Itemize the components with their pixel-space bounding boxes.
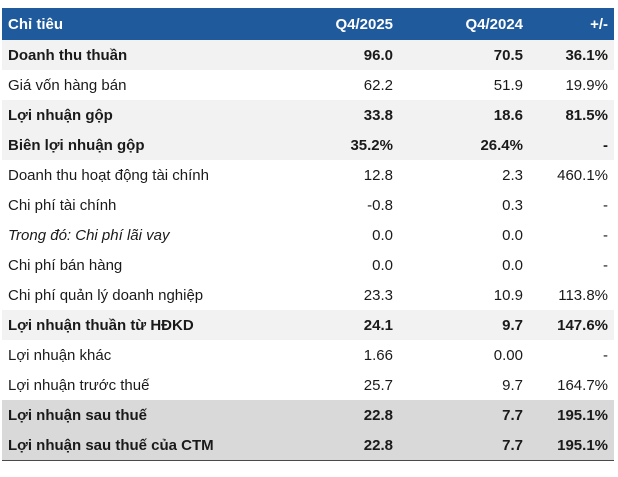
row-label: Lợi nhuận trước thuế [8, 376, 150, 394]
row-label: Trong đó: Chi phí lãi vay [8, 226, 170, 244]
table-row: Doanh thu hoạt động tài chính 12.8 2.3 4… [2, 160, 614, 190]
row-q4-2024: 51.9 [493, 76, 523, 94]
row-q4-2024: 0.0 [502, 256, 523, 274]
table-row: Lợi nhuận khác 1.66 0.00 - [2, 340, 614, 370]
header-row: Chỉ tiêu Q4/2025 Q4/2024 +/- [2, 8, 614, 40]
row-change: 147.6% [557, 316, 608, 334]
row-q4-2024: 7.7 [502, 406, 523, 424]
financial-results-table: Chỉ tiêu Q4/2025 Q4/2024 +/- Doanh thu t… [2, 8, 614, 460]
row-q4-2024: 18.6 [493, 106, 523, 124]
row-change: 460.1% [557, 166, 608, 184]
row-change: 195.1% [557, 436, 608, 454]
row-q4-2025: 96.0 [363, 46, 393, 64]
row-label: Lợi nhuận sau thuế [8, 406, 147, 424]
table-row: Biên lợi nhuận gộp 35.2% 26.4% - [2, 130, 614, 160]
table-body: Doanh thu thuần 96.0 70.5 36.1% Giá vốn … [2, 40, 614, 460]
row-label: Doanh thu hoạt động tài chính [8, 166, 209, 184]
header-q4-2025: Q4/2025 [335, 15, 393, 33]
row-change: 164.7% [557, 376, 608, 394]
row-q4-2024: 10.9 [493, 286, 523, 304]
table-row: Lợi nhuận thuần từ HĐKD 24.1 9.7 147.6% [2, 310, 614, 340]
financial-table-container: Chỉ tiêu Q4/2025 Q4/2024 +/- Doanh thu t… [2, 8, 614, 461]
row-q4-2025: 22.8 [363, 406, 393, 424]
row-label: Giá vốn hàng bán [8, 76, 127, 94]
table-bottom-border [2, 460, 614, 461]
row-q4-2025: 0.0 [372, 256, 393, 274]
row-q4-2025: 33.8 [363, 106, 393, 124]
table-row: Chi phí quản lý doanh nghiệp 23.3 10.9 1… [2, 280, 614, 310]
row-change: - [603, 136, 608, 154]
row-label: Chi phí tài chính [8, 196, 117, 214]
row-change: - [603, 346, 608, 364]
row-q4-2025: 62.2 [363, 76, 393, 94]
header-q4-2024: Q4/2024 [465, 15, 523, 33]
table-row: Chi phí tài chính -0.8 0.3 - [2, 190, 614, 220]
row-q4-2024: 9.7 [502, 376, 523, 394]
table-row: Lợi nhuận gộp 33.8 18.6 81.5% [2, 100, 614, 130]
table-row: Lợi nhuận sau thuế của CTM 22.8 7.7 195.… [2, 430, 614, 460]
row-q4-2024: 26.4% [480, 136, 523, 154]
row-q4-2024: 9.7 [502, 316, 523, 334]
row-label: Lợi nhuận khác [8, 346, 112, 364]
row-q4-2024: 0.00 [493, 346, 523, 364]
row-q4-2025: 1.66 [363, 346, 393, 364]
table-row: Doanh thu thuần 96.0 70.5 36.1% [2, 40, 614, 70]
table-row: Chi phí bán hàng 0.0 0.0 - [2, 250, 614, 280]
row-label: Doanh thu thuần [8, 46, 128, 64]
row-q4-2024: 0.3 [502, 196, 523, 214]
row-label: Lợi nhuận thuần từ HĐKD [8, 316, 194, 334]
header-change: +/- [590, 15, 608, 33]
row-q4-2024: 70.5 [493, 46, 523, 64]
row-q4-2025: 0.0 [372, 226, 393, 244]
row-q4-2025: 23.3 [363, 286, 393, 304]
row-change: 36.1% [565, 46, 608, 64]
row-label: Chi phí bán hàng [8, 256, 123, 274]
row-change: - [603, 226, 608, 244]
row-q4-2025: 25.7 [363, 376, 393, 394]
table-row: Giá vốn hàng bán 62.2 51.9 19.9% [2, 70, 614, 100]
row-label: Lợi nhuận sau thuế của CTM [8, 436, 214, 454]
row-q4-2025: 24.1 [363, 316, 393, 334]
row-label: Chi phí quản lý doanh nghiệp [8, 286, 204, 304]
row-change: 195.1% [557, 406, 608, 424]
row-change: - [603, 196, 608, 214]
table-row: Lợi nhuận trước thuế 25.7 9.7 164.7% [2, 370, 614, 400]
row-q4-2024: 2.3 [502, 166, 523, 184]
row-label: Biên lợi nhuận gộp [8, 136, 145, 154]
row-q4-2024: 0.0 [502, 226, 523, 244]
row-q4-2025: 35.2% [350, 136, 393, 154]
row-change: 19.9% [565, 76, 608, 94]
table-row: Trong đó: Chi phí lãi vay 0.0 0.0 - [2, 220, 614, 250]
row-q4-2025: 22.8 [363, 436, 393, 454]
row-change: 81.5% [565, 106, 608, 124]
row-change: - [603, 256, 608, 274]
row-q4-2025: -0.8 [367, 196, 393, 214]
row-label: Lợi nhuận gộp [8, 106, 113, 124]
row-q4-2025: 12.8 [363, 166, 393, 184]
row-change: 113.8% [558, 286, 608, 304]
table-header: Chỉ tiêu Q4/2025 Q4/2024 +/- [2, 8, 614, 40]
table-row: Lợi nhuận sau thuế 22.8 7.7 195.1% [2, 400, 614, 430]
row-q4-2024: 7.7 [502, 436, 523, 454]
header-label: Chỉ tiêu [8, 15, 63, 33]
